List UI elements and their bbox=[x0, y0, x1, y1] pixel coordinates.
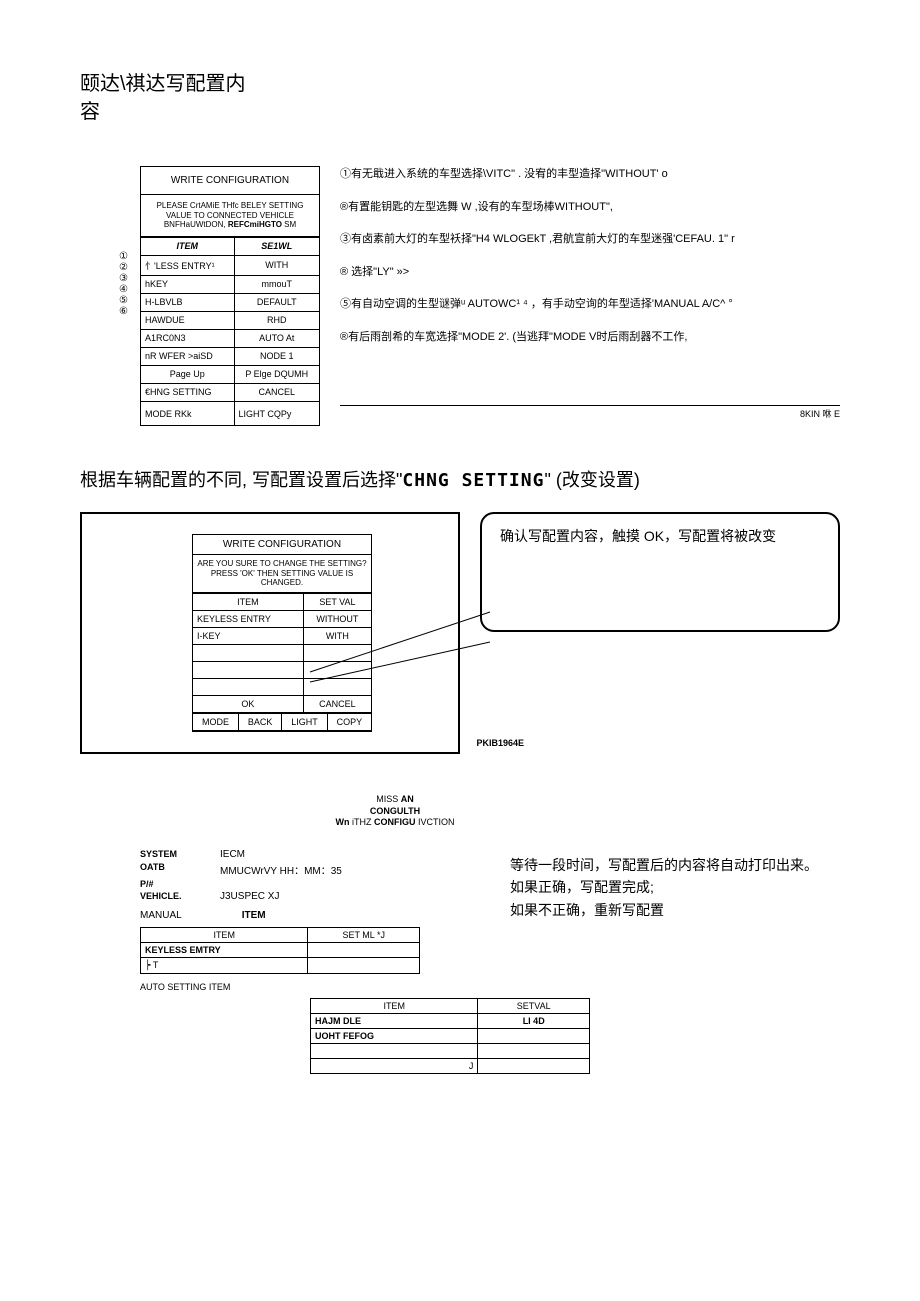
manual-label: MANUAL bbox=[140, 910, 182, 921]
table-cell: I-KEY bbox=[193, 628, 303, 645]
table-cell: AUTO At bbox=[234, 329, 319, 347]
table-cell: UOHT FEFOG bbox=[311, 1029, 478, 1044]
dialog-ref: PKIB1964E bbox=[476, 738, 524, 748]
printout: MISS AN CONGULTH Wn iTHZ CONFIGU IVCTION… bbox=[140, 794, 470, 1074]
print-h3: Wn iTHZ CONFIGU IVCTION bbox=[335, 817, 454, 827]
title-line2: 容 bbox=[80, 101, 100, 123]
mode-button[interactable]: MODE RKk bbox=[141, 401, 234, 425]
dlg-col-item: ITEM bbox=[193, 594, 303, 611]
instr-mono: CHNG SETTING bbox=[402, 470, 544, 491]
note-5: ⑤有自动空调的生型谜弹ᵘ AUTOWC¹ ⁴ ，有手动空询的年型适择'MANUA… bbox=[340, 296, 840, 313]
table-cell: 忄'LESS ENTRY¹ bbox=[141, 255, 234, 275]
print-h2: CONGULTH bbox=[370, 806, 420, 816]
item-label: ITEM bbox=[242, 910, 266, 921]
callout-bubble: 确认写配置内容，触摸 OK，写配置将被改变 bbox=[480, 512, 840, 632]
note-2: ®有置能钥匙的左型选舞 W ,设有的车型场棒WITHOUT", bbox=[340, 199, 840, 216]
page-title: 颐达\祺达写配置内 容 bbox=[80, 70, 840, 126]
config-table: ITEMSE1WL 忄'LESS ENTRY¹WITH hKEYmmouT H-… bbox=[141, 237, 319, 426]
note-4: ® 选择"LY" »> bbox=[340, 264, 840, 281]
cancel-button[interactable]: CANCEL bbox=[303, 696, 371, 713]
instr-post: " (改变设置) bbox=[544, 470, 639, 490]
table-cell bbox=[308, 943, 420, 958]
table-cell: nR WFER >aiSD bbox=[141, 347, 234, 365]
table-cell: hKEY bbox=[141, 275, 234, 293]
light-copy-button[interactable]: LIGHT CQPy bbox=[234, 401, 319, 425]
print-meta-row: P/# bbox=[140, 879, 470, 889]
config-panel: WRITE CONFIGURATION PLEASE CrtAMiE THfc … bbox=[140, 166, 320, 426]
table-cell: HAWDUE bbox=[141, 311, 234, 329]
back-button[interactable]: BACK bbox=[239, 714, 282, 731]
pt2-col1: ITEM bbox=[311, 999, 478, 1014]
dialog-bottom-buttons: MODE BACK LIGHT COPY bbox=[193, 713, 371, 731]
table-cell: H-LBVLB bbox=[141, 293, 234, 311]
print-meta-row: VEHICLE.J3USPEC XJ bbox=[140, 891, 470, 902]
table-cell: KEYLESS ENTRY bbox=[193, 611, 303, 628]
table-cell: J bbox=[311, 1059, 478, 1074]
page-down-button[interactable]: P Elge DQUMH bbox=[234, 365, 319, 383]
pt1-col2: SET ML *J bbox=[308, 928, 420, 943]
callout-connector bbox=[310, 612, 510, 692]
table-cell: DEFAULT bbox=[234, 293, 319, 311]
table-cell: KEYLESS EMTRY bbox=[141, 943, 308, 958]
table-cell bbox=[311, 1044, 478, 1059]
col-setval: SE1WL bbox=[234, 237, 319, 255]
table-cell: A1RC0N3 bbox=[141, 329, 234, 347]
section-3: MISS AN CONGULTH Wn iTHZ CONFIGU IVCTION… bbox=[80, 794, 840, 1074]
mode-button[interactable]: MODE bbox=[193, 714, 239, 731]
print-h1: MISS AN bbox=[376, 794, 414, 804]
dialog-title: WRITE CONFIGURATION bbox=[193, 535, 371, 555]
table-cell: ┝ Т bbox=[141, 958, 308, 974]
table-cell: mmouT bbox=[234, 275, 319, 293]
notes-list: ①有无戢进入系统的车型选择\VITC" . 没宥的丰型造择"WITHOUT' o… bbox=[340, 166, 840, 426]
panel-subheader: PLEASE CrtAMiE THfc BELEY SETTING VALUE … bbox=[141, 195, 319, 237]
chng-setting-button[interactable]: €HNG SETTING bbox=[141, 383, 234, 401]
main-instruction: 根据车辆配置的不同, 写配置设置后选择"CHNG SETTING" (改变设置) bbox=[80, 466, 840, 492]
result-text: 等待一段时间，写配置后的内容将自动打印出来。 如果正确，写配置完成; 如果不正确… bbox=[510, 854, 818, 1074]
table-cell: NODE 1 bbox=[234, 347, 319, 365]
note-3: ③有卤素前大灯的车型袄择"H4 WLOGEkT ,君航宣前大灯的车型迷强'CEF… bbox=[340, 231, 840, 248]
cancel-button[interactable]: CANCEL bbox=[234, 383, 319, 401]
section-1: ①②③④⑤⑥ WRITE CONFIGURATION PLEASE CrtAMi… bbox=[140, 166, 840, 426]
result-line-1: 等待一段时间，写配置后的内容将自动打印出来。 bbox=[510, 854, 818, 876]
result-line-2: 如果正确，写配置完成; bbox=[510, 876, 818, 898]
dialog-subtitle: ARE YOU SURE TO CHANGE THE SETTING? PRES… bbox=[193, 555, 371, 593]
table-cell: HAJM DLE bbox=[311, 1014, 478, 1029]
table-cell bbox=[193, 679, 303, 696]
panel-header: WRITE CONFIGURATION bbox=[141, 167, 319, 195]
callout-text: 确认写配置内容，触摸 OK，写配置将被改变 bbox=[500, 528, 776, 544]
notes-footer: 8KIN 咻 E bbox=[340, 405, 840, 422]
instr-pre: 根据车辆配置的不同, 写配置设置后选择" bbox=[80, 470, 402, 490]
section-2: WRITE CONFIGURATION ARE YOU SURE TO CHAN… bbox=[80, 512, 840, 754]
table-cell: WITH bbox=[234, 255, 319, 275]
print-meta-row: SYSTEMIECM bbox=[140, 849, 470, 860]
dlg-col-val: SET VAL bbox=[303, 594, 371, 611]
print-table-1: ITEMSET ML *J KEYLESS EMTRY ┝ Т bbox=[140, 927, 420, 974]
table-cell bbox=[193, 645, 303, 662]
pt1-col1: ITEM bbox=[141, 928, 308, 943]
table-cell bbox=[308, 958, 420, 974]
auto-setting-label: AUTO SETTING ITEM bbox=[140, 982, 470, 992]
title-line1: 颐达\祺达写配置内 bbox=[80, 73, 246, 95]
print-meta-row: OATBMMUCWrVY HH：MM：35 bbox=[140, 862, 470, 877]
note-1: ①有无戢进入系统的车型选择\VITC" . 没宥的丰型造择"WITHOUT' o bbox=[340, 166, 840, 183]
side-numbers: ①②③④⑤⑥ bbox=[118, 251, 129, 317]
page-up-button[interactable]: Page Up bbox=[141, 365, 234, 383]
copy-button[interactable]: COPY bbox=[327, 714, 371, 731]
table-cell: RHD bbox=[234, 311, 319, 329]
result-line-3: 如果不正确，重新写配置 bbox=[510, 899, 818, 921]
note-6: ®有后雨剖希的车宽选择"MODE 2'. (当逃拜"MODE V时后雨刮器不工作… bbox=[340, 329, 840, 346]
light-button[interactable]: LIGHT bbox=[282, 714, 328, 731]
col-item: ITEM bbox=[141, 237, 234, 255]
ok-button[interactable]: OK bbox=[193, 696, 303, 713]
table-cell bbox=[193, 662, 303, 679]
print-header: MISS AN CONGULTH Wn iTHZ CONFIGU IVCTION bbox=[320, 794, 470, 829]
